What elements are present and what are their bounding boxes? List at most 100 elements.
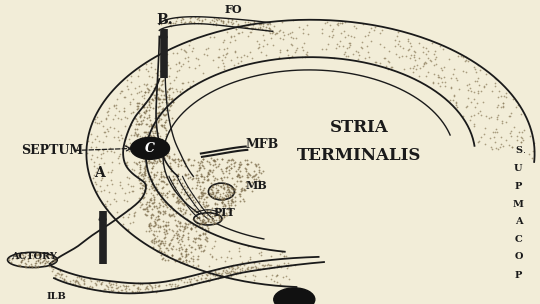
Point [228,191,237,196]
Point [172,229,181,234]
Point [254,45,262,50]
Point [219,19,227,24]
Point [241,169,250,174]
Point [144,68,152,73]
Point [183,193,191,198]
Point [172,236,181,241]
Point [165,107,173,112]
Point [147,121,156,126]
Point [208,253,217,258]
Point [462,57,471,62]
Point [225,204,234,209]
Point [286,263,295,268]
Point [153,158,161,163]
Point [142,121,151,126]
Point [140,172,149,177]
Point [396,44,404,49]
Point [140,115,149,119]
Point [107,169,116,174]
Point [192,186,200,191]
Point [233,22,242,27]
Point [121,123,130,128]
Point [224,193,232,198]
Point [244,259,253,264]
Point [218,211,226,216]
Point [148,129,157,133]
Point [124,228,132,233]
Point [173,177,181,182]
Point [151,188,159,192]
Point [462,55,470,60]
Point [154,223,163,228]
Point [152,186,161,191]
Point [109,149,118,154]
Point [109,281,118,286]
Point [22,264,30,269]
Point [86,279,95,284]
Point [139,157,148,161]
Point [23,253,32,257]
Point [163,60,172,65]
Point [244,174,253,179]
Point [242,157,251,162]
Point [47,265,56,270]
Point [157,174,165,179]
Point [164,248,172,253]
Point [96,282,105,286]
Point [163,144,171,149]
Point [95,121,104,126]
Point [153,158,161,163]
Point [187,226,195,230]
Point [247,266,255,271]
Point [175,256,184,261]
Point [275,281,284,286]
Point [496,141,505,146]
Point [131,131,139,136]
Point [259,43,268,48]
Point [142,150,151,155]
Point [179,212,187,216]
Point [262,21,271,26]
Point [423,69,432,74]
Point [221,193,230,198]
Point [221,204,230,209]
Point [181,200,190,205]
Point [282,47,291,52]
Point [49,267,57,272]
Point [161,132,170,136]
Point [178,187,186,192]
Point [198,219,207,224]
Point [199,218,207,223]
Point [452,101,461,106]
Point [161,282,170,287]
Point [125,287,133,292]
Point [150,173,159,178]
Point [153,138,161,143]
Point [123,77,131,82]
Point [204,219,212,223]
Point [176,213,185,218]
Point [213,157,222,162]
Point [115,161,124,166]
Point [325,33,333,38]
Point [187,15,195,19]
Point [217,19,226,24]
Point [100,287,109,292]
Point [205,186,213,191]
Point [79,281,88,286]
Point [4,255,13,260]
Point [179,229,188,233]
Point [128,288,137,293]
Point [127,79,136,84]
Point [275,50,284,55]
Point [145,141,153,146]
Point [218,168,226,173]
Point [141,82,150,87]
Point [201,276,210,281]
Point [359,22,367,26]
Point [439,47,448,52]
Point [227,18,236,23]
Point [219,67,228,71]
Point [99,147,107,152]
Point [193,216,201,220]
